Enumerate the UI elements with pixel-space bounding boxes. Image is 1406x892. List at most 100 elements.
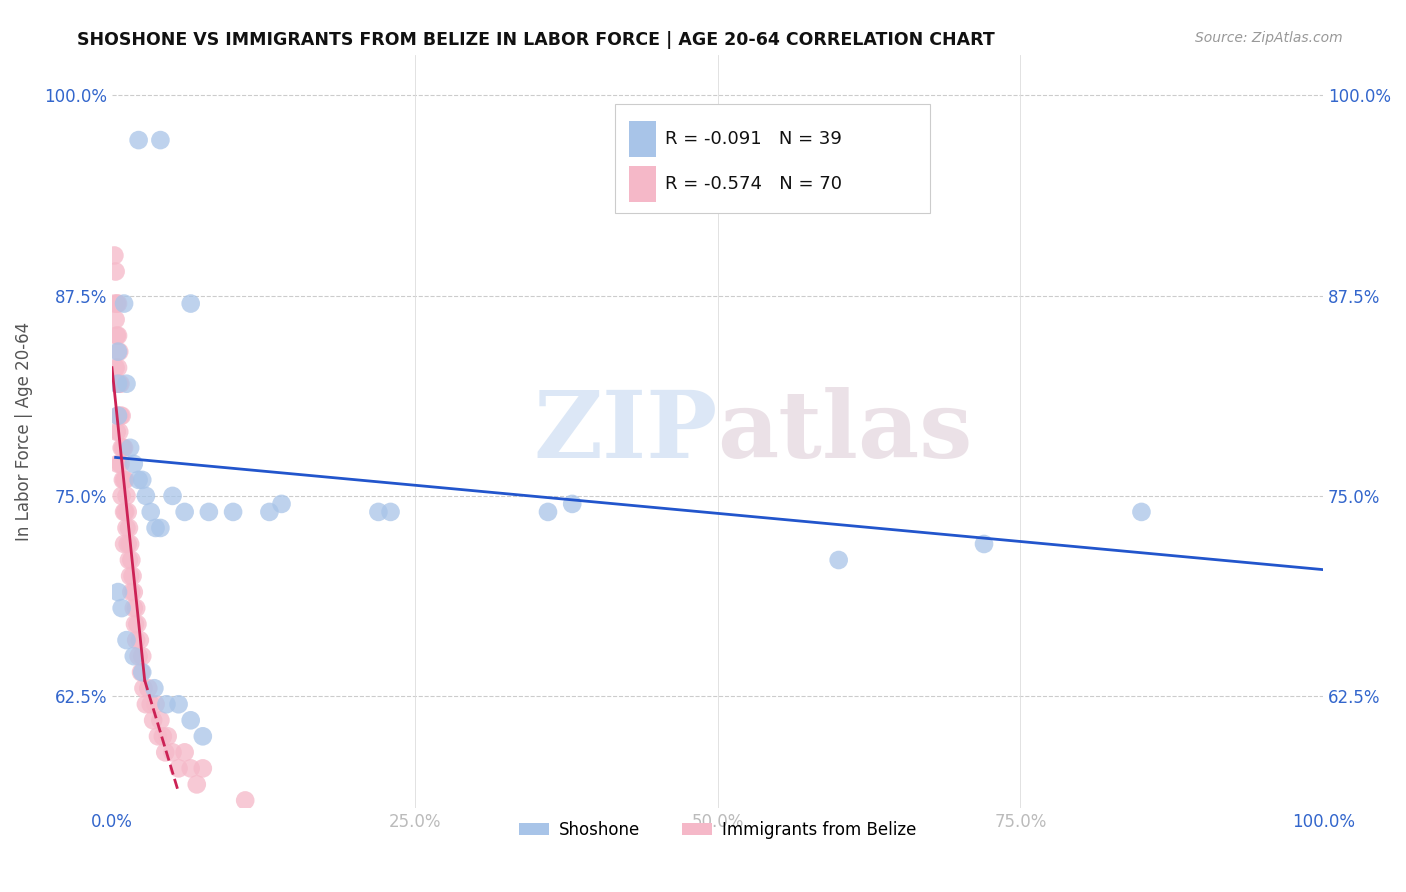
FancyBboxPatch shape bbox=[628, 166, 655, 202]
Point bbox=[156, 729, 179, 743]
Point bbox=[115, 489, 138, 503]
Point bbox=[162, 489, 184, 503]
Point bbox=[129, 665, 152, 680]
Point bbox=[115, 633, 138, 648]
Point bbox=[117, 537, 139, 551]
Point bbox=[112, 537, 135, 551]
Point bbox=[827, 553, 849, 567]
Point bbox=[142, 714, 165, 728]
Point bbox=[139, 698, 162, 712]
Point bbox=[111, 441, 134, 455]
Point bbox=[114, 505, 136, 519]
Point bbox=[128, 649, 150, 664]
Point bbox=[114, 473, 136, 487]
Point bbox=[167, 698, 190, 712]
Point bbox=[233, 793, 256, 807]
Point bbox=[122, 457, 145, 471]
Point bbox=[120, 585, 142, 599]
Point bbox=[380, 505, 402, 519]
FancyBboxPatch shape bbox=[628, 120, 655, 157]
Point bbox=[180, 714, 202, 728]
Point bbox=[107, 344, 129, 359]
Point bbox=[191, 729, 214, 743]
Point bbox=[149, 521, 172, 535]
Point bbox=[108, 376, 131, 391]
Point bbox=[149, 714, 172, 728]
Point bbox=[118, 521, 141, 535]
Point bbox=[107, 360, 129, 375]
Point bbox=[537, 505, 560, 519]
Point bbox=[115, 376, 138, 391]
Point bbox=[104, 264, 127, 278]
Text: SHOSHONE VS IMMIGRANTS FROM BELIZE IN LABOR FORCE | AGE 20-64 CORRELATION CHART: SHOSHONE VS IMMIGRANTS FROM BELIZE IN LA… bbox=[77, 31, 995, 49]
Point bbox=[103, 248, 125, 262]
Point bbox=[110, 376, 132, 391]
Point bbox=[112, 473, 135, 487]
Point bbox=[103, 296, 125, 310]
Point bbox=[270, 497, 292, 511]
Point bbox=[128, 473, 150, 487]
Point bbox=[146, 729, 169, 743]
Point bbox=[111, 409, 134, 423]
Point bbox=[191, 761, 214, 775]
Point bbox=[128, 133, 150, 147]
Point bbox=[561, 497, 583, 511]
Point bbox=[120, 537, 142, 551]
Text: R = -0.574   N = 70: R = -0.574 N = 70 bbox=[665, 175, 842, 193]
Point bbox=[105, 376, 128, 391]
Point bbox=[107, 585, 129, 599]
Text: R = -0.091   N = 39: R = -0.091 N = 39 bbox=[665, 129, 842, 148]
Point bbox=[107, 409, 129, 423]
Point bbox=[162, 745, 184, 759]
Point bbox=[108, 344, 131, 359]
Point bbox=[120, 553, 142, 567]
Point bbox=[115, 521, 138, 535]
Point bbox=[124, 617, 146, 632]
Point bbox=[125, 633, 148, 648]
Point bbox=[112, 505, 135, 519]
Point bbox=[155, 745, 177, 759]
Point bbox=[136, 681, 159, 696]
Point bbox=[128, 633, 150, 648]
Point bbox=[117, 505, 139, 519]
Point bbox=[173, 505, 195, 519]
Point bbox=[143, 681, 166, 696]
Point bbox=[973, 537, 995, 551]
Point bbox=[122, 585, 145, 599]
Point bbox=[180, 296, 202, 310]
Point bbox=[105, 328, 128, 343]
Point bbox=[367, 505, 389, 519]
Point bbox=[145, 698, 167, 712]
Point bbox=[104, 312, 127, 326]
Point bbox=[125, 601, 148, 615]
Point bbox=[173, 745, 195, 759]
Point bbox=[259, 505, 281, 519]
Point bbox=[127, 617, 149, 632]
Point bbox=[110, 457, 132, 471]
Point bbox=[145, 521, 167, 535]
Point bbox=[107, 328, 129, 343]
Point bbox=[112, 296, 135, 310]
Point bbox=[122, 601, 145, 615]
Point bbox=[135, 489, 157, 503]
Point bbox=[222, 505, 245, 519]
Point bbox=[180, 761, 202, 775]
Point bbox=[121, 569, 143, 583]
Point bbox=[131, 665, 153, 680]
Text: atlas: atlas bbox=[717, 387, 973, 477]
Point bbox=[111, 441, 134, 455]
Point bbox=[107, 296, 129, 310]
Point bbox=[167, 761, 190, 775]
Point bbox=[111, 473, 134, 487]
Point bbox=[112, 441, 135, 455]
Point bbox=[155, 698, 177, 712]
Point bbox=[131, 649, 153, 664]
Point bbox=[110, 409, 132, 423]
Point bbox=[1130, 505, 1153, 519]
Point bbox=[120, 441, 142, 455]
Point bbox=[118, 553, 141, 567]
Point bbox=[152, 729, 174, 743]
Point bbox=[104, 360, 127, 375]
FancyBboxPatch shape bbox=[614, 104, 929, 213]
Text: Source: ZipAtlas.com: Source: ZipAtlas.com bbox=[1195, 31, 1343, 45]
